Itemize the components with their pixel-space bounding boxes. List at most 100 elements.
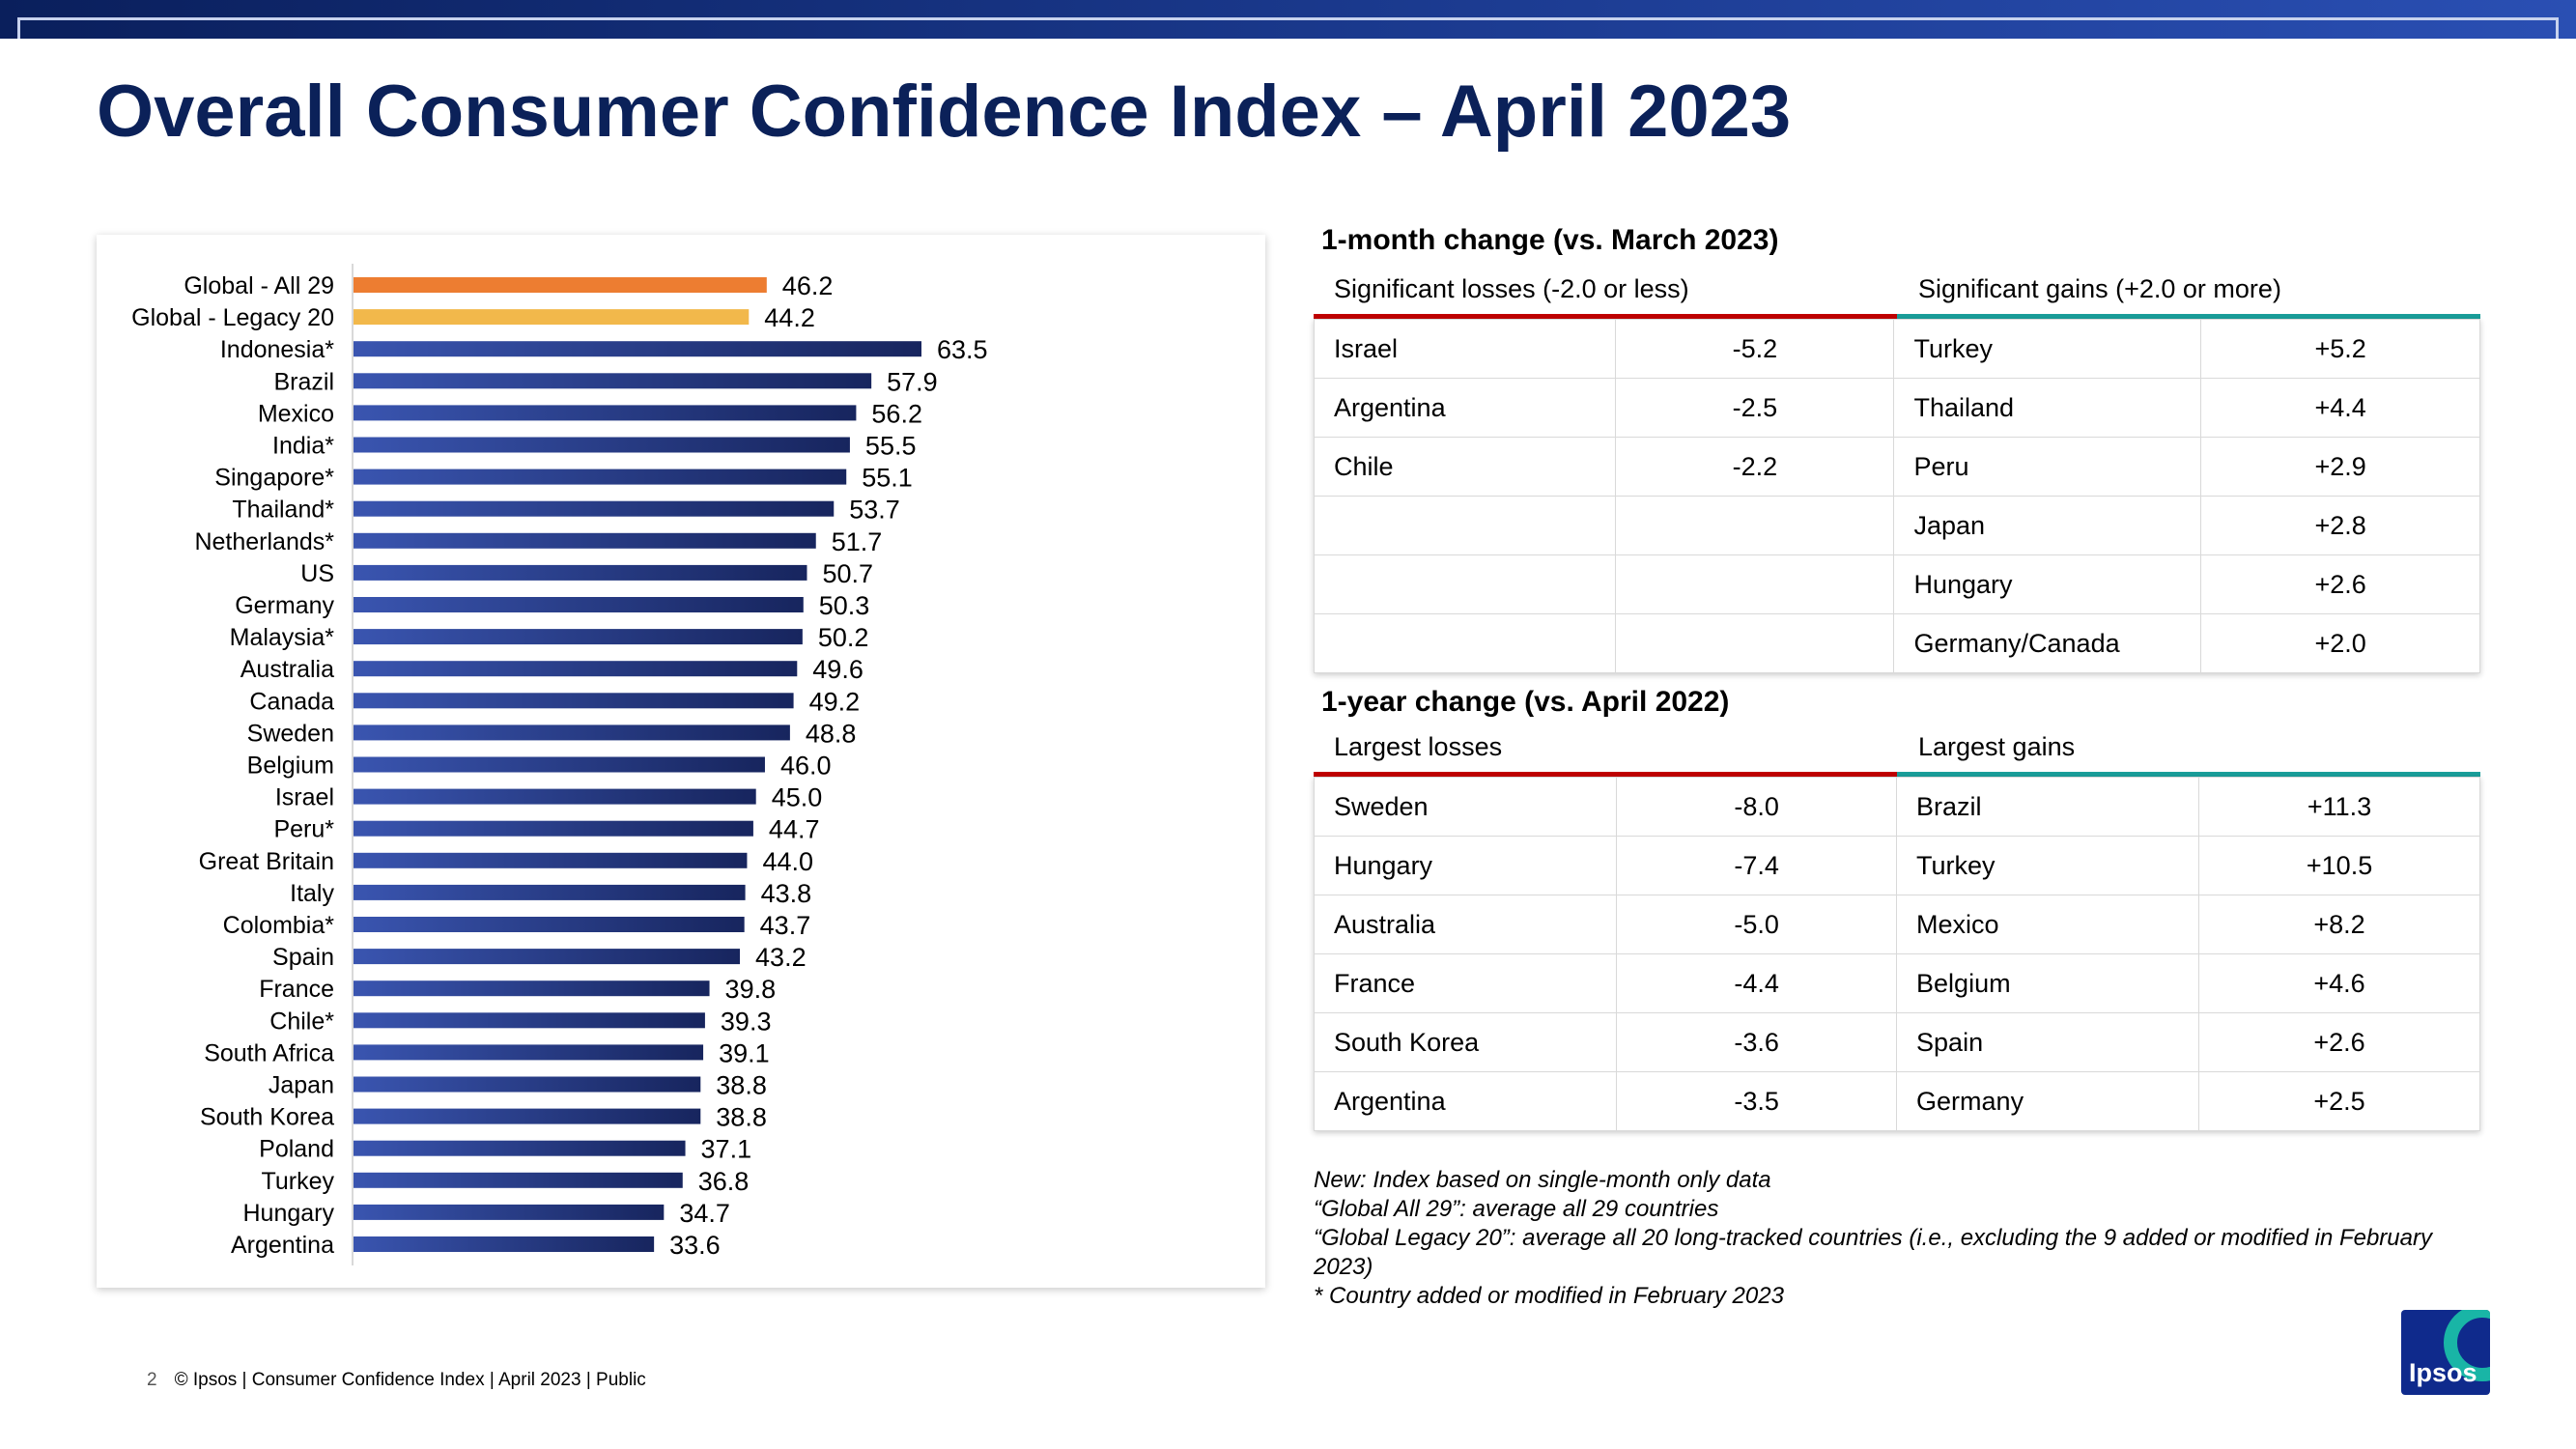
category-label: Global - All 29 xyxy=(184,272,334,299)
bar xyxy=(354,1236,655,1252)
category-label: Great Britain xyxy=(199,848,334,875)
category-label: France xyxy=(259,976,334,1003)
category-label: Israel xyxy=(275,784,334,811)
bar-chart-card: Global - All 29 46.2 Global - Legacy 20 44.… xyxy=(97,235,1265,1288)
value-label: 43.2 xyxy=(755,943,807,972)
year-loss-value: -5.0 xyxy=(1616,895,1898,954)
bar xyxy=(354,373,872,389)
year-gains-rule xyxy=(1897,772,2480,777)
month-gains-rule xyxy=(1897,314,2480,319)
value-label: 55.5 xyxy=(865,432,917,461)
category-label: Malaysia* xyxy=(230,624,335,651)
value-label: 50.3 xyxy=(819,591,870,620)
value-label: 51.7 xyxy=(832,527,883,556)
category-label: Thailand* xyxy=(232,497,334,524)
category-label: Spain xyxy=(272,944,334,971)
bar xyxy=(354,852,748,868)
value-label: 46.2 xyxy=(782,271,834,300)
value-label: 43.8 xyxy=(761,879,812,908)
month-row: Germany/Canada +2.0 xyxy=(1313,613,2480,673)
bar xyxy=(354,884,746,900)
year-gain-value: +4.6 xyxy=(2198,953,2480,1013)
year-gain-value: +11.3 xyxy=(2198,777,2480,837)
month-gain-country: Thailand xyxy=(1893,378,2202,438)
category-label: Netherlands* xyxy=(194,528,334,555)
month-loss-value: -2.5 xyxy=(1615,378,1895,438)
year-row: Argentina -3.5 Germany +2.5 xyxy=(1313,1071,2480,1131)
month-loss-country xyxy=(1313,613,1617,673)
month-change-table: Israel -5.2 Turkey +5.2 Argentina -2.5 Thailan… xyxy=(1313,319,2480,673)
category-label: Brazil xyxy=(273,368,334,395)
category-label: India* xyxy=(272,433,334,460)
category-label: Chile* xyxy=(269,1008,334,1035)
month-gain-value: +2.8 xyxy=(2200,496,2480,555)
category-label: Peru* xyxy=(273,816,334,843)
month-loss-value xyxy=(1615,496,1895,555)
month-gains-header: Significant gains (+2.0 or more) xyxy=(1918,274,2281,303)
value-label: 49.2 xyxy=(809,687,861,716)
month-row: Japan +2.8 xyxy=(1313,496,2480,555)
year-loss-country: Argentina xyxy=(1313,1071,1618,1131)
footnote: “Global All 29”: average all 29 countrie… xyxy=(1314,1196,1719,1222)
year-gain-country: Turkey xyxy=(1896,836,2200,895)
month-loss-country xyxy=(1313,554,1617,614)
bar xyxy=(354,661,798,677)
value-label: 44.0 xyxy=(762,847,813,876)
value-label: 49.6 xyxy=(812,655,863,684)
month-loss-country: Chile xyxy=(1313,437,1617,497)
category-label: South Africa xyxy=(204,1039,334,1066)
year-loss-value: -3.5 xyxy=(1616,1071,1898,1131)
footer-text: © Ipsos | Consumer Confidence Index | Ap… xyxy=(174,1370,646,1390)
month-loss-value: -2.2 xyxy=(1615,437,1895,497)
page-number: 2 xyxy=(147,1370,157,1390)
year-row: Sweden -8.0 Brazil +11.3 xyxy=(1313,777,2480,837)
footnote: New: Index based on single-month only da… xyxy=(1314,1167,1771,1193)
year-loss-country: Sweden xyxy=(1313,777,1618,837)
value-label: 55.1 xyxy=(862,464,913,493)
category-label: US xyxy=(300,560,334,587)
bar xyxy=(354,532,816,549)
bar xyxy=(354,788,756,805)
category-label: Canada xyxy=(249,688,334,715)
category-label: Australia xyxy=(241,656,334,683)
month-gain-value: +5.2 xyxy=(2200,319,2480,379)
year-losses-header: Largest losses xyxy=(1334,732,1503,761)
year-loss-country: Hungary xyxy=(1313,836,1618,895)
ipsos-logo-icon: Ipsos xyxy=(2401,1310,2490,1395)
category-label: Singapore* xyxy=(214,465,334,492)
month-losses-rule xyxy=(1314,314,1897,319)
bar xyxy=(354,277,767,293)
bar xyxy=(354,309,750,326)
year-loss-value: -3.6 xyxy=(1616,1012,1898,1072)
year-change-table: Sweden -8.0 Brazil +11.3 Hungary -7.4 Turkey +1… xyxy=(1313,777,2480,1131)
value-label: 39.3 xyxy=(721,1007,772,1036)
month-gain-value: +2.6 xyxy=(2200,554,2480,614)
bar xyxy=(354,980,710,997)
footnote: “Global Legacy 20”: average all 20 long-… xyxy=(1314,1225,2432,1280)
bar xyxy=(354,437,850,453)
value-label: 57.9 xyxy=(887,367,938,396)
bar xyxy=(354,724,790,741)
year-row: South Korea -3.6 Spain +2.6 xyxy=(1313,1012,2480,1072)
month-gain-country: Peru xyxy=(1893,437,2202,497)
value-label: 39.1 xyxy=(719,1038,770,1067)
bar xyxy=(354,1204,665,1220)
value-label: 43.7 xyxy=(760,911,811,940)
month-row: Chile -2.2 Peru +2.9 xyxy=(1313,437,2480,497)
month-loss-country: Argentina xyxy=(1313,378,1617,438)
year-loss-value: -7.4 xyxy=(1616,836,1898,895)
value-label: 33.6 xyxy=(669,1231,721,1260)
category-label: Colombia* xyxy=(223,912,335,939)
category-label: South Korea xyxy=(200,1104,334,1131)
bar xyxy=(354,756,765,773)
year-row: Hungary -7.4 Turkey +10.5 xyxy=(1313,836,2480,895)
category-label: Turkey xyxy=(262,1168,335,1195)
bar xyxy=(354,1172,683,1188)
month-gain-country: Japan xyxy=(1893,496,2202,555)
top-banner xyxy=(0,0,2576,39)
value-label: 53.7 xyxy=(849,496,900,525)
value-label: 38.8 xyxy=(716,1071,767,1100)
year-loss-country: South Korea xyxy=(1313,1012,1618,1072)
month-loss-country xyxy=(1313,496,1617,555)
year-gains-header: Largest gains xyxy=(1918,732,2076,761)
